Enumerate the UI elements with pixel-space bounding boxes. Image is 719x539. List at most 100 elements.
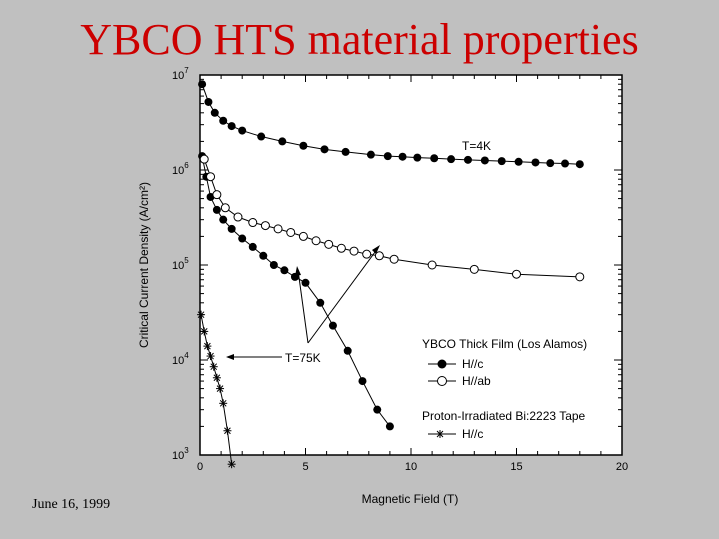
y-tick-label: 106 [172, 161, 189, 177]
annotations: T=4K T=75K [226, 139, 491, 365]
data-point [204, 97, 213, 106]
t75k-arrow-filled [297, 269, 309, 344]
data-point [512, 269, 521, 279]
data-point [257, 132, 266, 141]
legend-marker-filled [437, 359, 447, 369]
data-point [389, 254, 399, 264]
data-point [219, 116, 228, 125]
data-point [463, 155, 472, 164]
data-point [575, 272, 585, 282]
data-point [233, 212, 243, 222]
t75k-arrow-open [307, 247, 379, 344]
data-point [220, 203, 230, 213]
data-point [203, 342, 212, 351]
data-point [480, 156, 489, 165]
data-point [273, 224, 283, 234]
x-tick-label: 5 [302, 461, 308, 473]
data-point [366, 150, 375, 159]
data-point [374, 251, 384, 261]
data-point [280, 266, 289, 275]
data-point [398, 152, 407, 161]
data-point [324, 239, 334, 249]
x-axis-title: Magnetic Field (T) [362, 492, 459, 506]
x-tick-label: 15 [510, 461, 522, 473]
data-point [212, 190, 222, 200]
data-point [413, 153, 422, 162]
y-tick-label: 103 [172, 446, 189, 462]
data-point [383, 152, 392, 161]
t75k-arrowhead-star [226, 354, 234, 360]
annotation-t4k: T=4K [462, 139, 491, 153]
data-point [546, 159, 555, 168]
legend: YBCO Thick Film (Los Alamos) H//c H//ab … [422, 337, 587, 441]
data-point [514, 157, 523, 166]
data-point [216, 384, 225, 393]
data-point [238, 234, 247, 243]
t75k-arrowhead-filled [295, 266, 301, 276]
plot-frame [199, 74, 623, 456]
y-tick-label: 104 [172, 351, 189, 367]
data-point [248, 242, 257, 251]
legend-label-hc: H//c [462, 357, 483, 371]
y-tick-label: 107 [172, 66, 189, 82]
data-point [427, 260, 437, 270]
data-point [212, 205, 221, 214]
data-point [298, 231, 308, 241]
series-line-3 [200, 314, 233, 465]
data-point [238, 126, 247, 135]
data-point [430, 154, 439, 163]
data-point [200, 327, 209, 336]
legend-heading-bi2223: Proton-Irradiated Bi:2223 Tape [422, 409, 586, 423]
legend-heading-ybco: YBCO Thick Film (Los Alamos) [422, 337, 587, 351]
slide-date: June 16, 1999 [32, 497, 111, 512]
data-point [447, 155, 456, 164]
data-point [197, 310, 206, 319]
data-point [212, 373, 221, 382]
data-point [497, 157, 506, 166]
data-point [311, 236, 321, 246]
data-point [219, 399, 228, 408]
legend-label-hab: H//ab [462, 374, 491, 388]
data-point [469, 264, 479, 274]
data-point [561, 159, 570, 168]
data-point [199, 154, 209, 164]
data-point [209, 362, 218, 371]
x-tick-label: 20 [616, 461, 628, 473]
legend-label-bi-hc: H//c [462, 427, 483, 441]
data-series [197, 80, 585, 469]
data-point [219, 215, 228, 224]
data-point [362, 249, 372, 259]
data-point [260, 221, 270, 231]
data-point [575, 160, 584, 169]
legend-marker-star [436, 430, 444, 438]
data-point [210, 108, 219, 117]
data-point [336, 243, 346, 253]
data-point [320, 145, 329, 154]
data-point [227, 224, 236, 233]
data-point [248, 218, 258, 228]
data-point [259, 251, 268, 260]
data-point [341, 147, 350, 156]
data-point [328, 321, 337, 330]
data-point [531, 158, 540, 167]
t75k-arrowhead-open [372, 245, 380, 254]
y-axis-title: Critical Current Density (A/cm²) [137, 182, 151, 348]
legend-marker-open [437, 376, 447, 386]
data-point [286, 227, 296, 237]
x-tick-label: 0 [197, 461, 203, 473]
data-point [373, 405, 382, 414]
data-point [227, 122, 236, 131]
data-point [198, 80, 207, 89]
data-point [358, 377, 367, 386]
data-point [223, 426, 232, 435]
annotation-t75k: T=75K [285, 351, 321, 365]
data-point [206, 352, 215, 361]
data-point [301, 278, 310, 287]
data-point [227, 460, 236, 469]
data-point [206, 172, 216, 182]
data-point [343, 346, 352, 355]
data-point [316, 298, 325, 307]
data-point [278, 137, 287, 146]
data-point [269, 261, 278, 269]
slide-title: YBCO HTS material properties [80, 15, 639, 64]
